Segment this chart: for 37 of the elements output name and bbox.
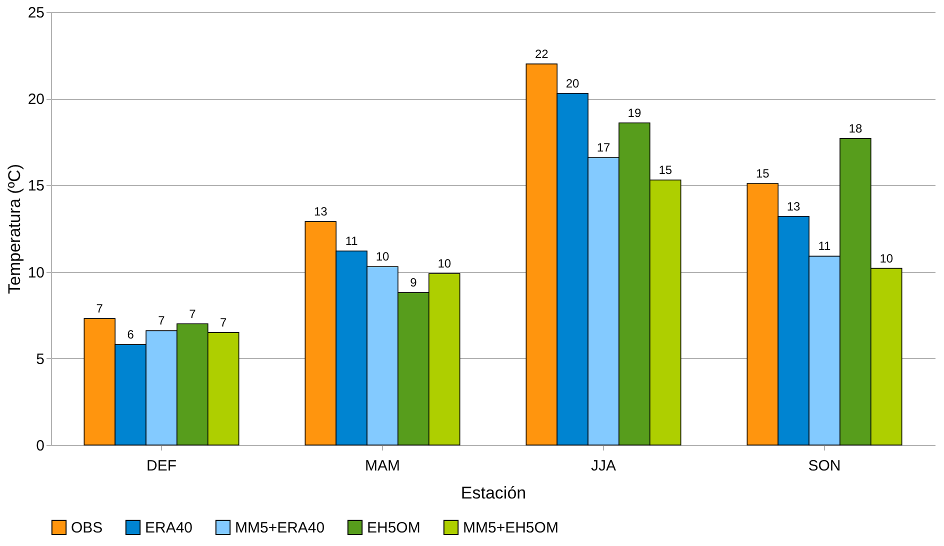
data-label: 11 — [818, 239, 832, 254]
data-label: 15 — [658, 163, 672, 178]
y-axis-title: Temperatura (ºC) — [4, 164, 24, 294]
x-tick-label: JJA — [590, 458, 616, 474]
data-label: 15 — [756, 166, 770, 180]
y-tick-label: 25 — [28, 4, 44, 22]
data-label: 7 — [96, 302, 104, 316]
y-tick-label: 5 — [36, 350, 44, 368]
data-label: 9 — [410, 276, 418, 290]
data-label: 17 — [596, 140, 610, 154]
legend-label: MM5+ERA40 — [235, 519, 325, 536]
y-tick-label: 20 — [28, 91, 44, 108]
legend-label: EH5OM — [367, 519, 420, 536]
y-tick-label: 0 — [36, 438, 44, 454]
y-tick-label: 15 — [28, 178, 44, 195]
legend-label: ERA40 — [145, 519, 193, 536]
data-label: 10 — [376, 250, 390, 264]
x-axis-title: Estación — [460, 484, 526, 502]
data-label: 7 — [158, 314, 166, 328]
x-tick-label: MAM — [365, 458, 400, 474]
y-tick-label: 10 — [28, 264, 44, 282]
x-tick-label: DEF — [146, 458, 176, 474]
data-label: 22 — [534, 46, 549, 61]
data-label: 10 — [438, 256, 452, 271]
legend-label: OBS — [71, 519, 103, 536]
data-label: 20 — [566, 76, 580, 90]
data-label: 13 — [786, 199, 801, 214]
data-label: 7 — [220, 315, 228, 330]
data-label: 11 — [345, 234, 358, 248]
x-tick-label: SON — [808, 458, 841, 474]
data-label: 13 — [314, 204, 328, 219]
data-label: 10 — [880, 251, 894, 266]
data-label: 6 — [127, 328, 134, 342]
data-label: 7 — [189, 306, 196, 321]
data-label: 18 — [848, 121, 862, 136]
legend-label: MM5+EH5OM — [463, 519, 558, 536]
data-label: 19 — [628, 106, 642, 120]
